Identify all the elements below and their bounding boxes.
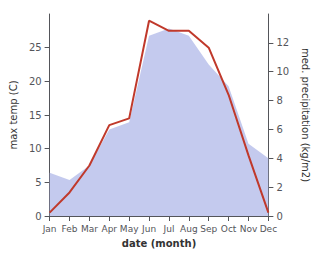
svg-text:4: 4 bbox=[276, 153, 282, 164]
svg-text:6: 6 bbox=[276, 124, 282, 135]
svg-text:Dec: Dec bbox=[260, 224, 277, 234]
svg-text:12: 12 bbox=[276, 37, 289, 48]
svg-text:Aug: Aug bbox=[180, 224, 198, 234]
svg-text:20: 20 bbox=[29, 76, 42, 87]
svg-text:Feb: Feb bbox=[62, 224, 78, 234]
svg-text:Sep: Sep bbox=[200, 224, 217, 234]
svg-text:10: 10 bbox=[276, 66, 289, 77]
svg-text:May: May bbox=[120, 224, 139, 234]
svg-text:0: 0 bbox=[276, 211, 282, 222]
svg-text:25: 25 bbox=[29, 42, 42, 53]
svg-text:2: 2 bbox=[276, 182, 282, 193]
svg-text:date (month): date (month) bbox=[122, 238, 196, 249]
svg-text:Jan: Jan bbox=[42, 224, 57, 234]
svg-text:med. precipitation (kg/m2): med. precipitation (kg/m2) bbox=[300, 48, 311, 182]
svg-text:Oct: Oct bbox=[221, 224, 237, 234]
svg-text:Jul: Jul bbox=[163, 224, 175, 234]
svg-text:10: 10 bbox=[29, 143, 42, 154]
svg-text:15: 15 bbox=[29, 110, 42, 121]
svg-text:Apr: Apr bbox=[101, 224, 117, 234]
svg-text:0: 0 bbox=[35, 211, 41, 222]
svg-text:5: 5 bbox=[35, 177, 41, 188]
svg-text:max temp (C): max temp (C) bbox=[8, 80, 19, 149]
svg-text:Jun: Jun bbox=[141, 224, 156, 234]
svg-text:Nov: Nov bbox=[240, 224, 258, 234]
svg-text:Mar: Mar bbox=[81, 224, 98, 234]
svg-text:8: 8 bbox=[276, 95, 282, 106]
